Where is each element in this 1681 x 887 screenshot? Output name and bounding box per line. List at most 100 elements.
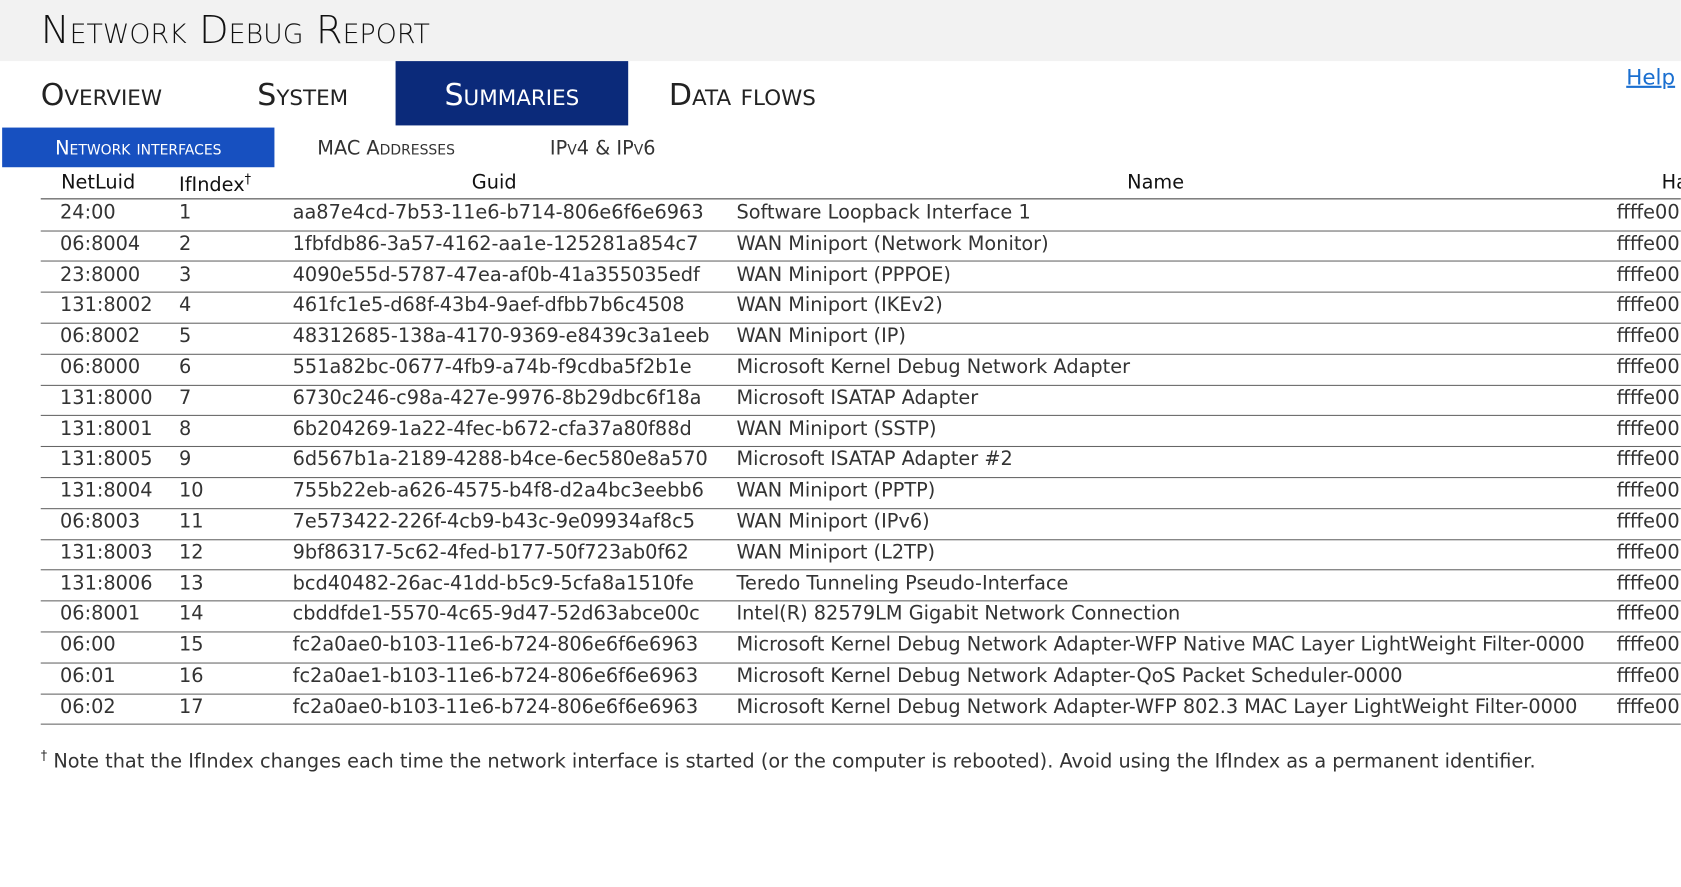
cell: 15 xyxy=(179,633,204,657)
dagger: † xyxy=(244,171,252,187)
cell: ffffe00b xyxy=(1616,664,1681,688)
cell: 11 xyxy=(179,510,204,533)
cell: Software Loopback Interface 1 xyxy=(736,201,1031,225)
cell: Microsoft Kernel Debug Network Adapter-Q… xyxy=(736,664,1403,688)
cell: 6 xyxy=(179,355,192,379)
subtab[interactable]: MAC Addresses xyxy=(317,137,455,160)
row-rule xyxy=(40,693,1681,695)
tab[interactable]: Data flows xyxy=(668,77,816,113)
cell: Teredo Tunneling Pseudo-Interface xyxy=(736,572,1069,595)
cell: 131:8004 xyxy=(60,479,153,502)
cell: 5 xyxy=(179,325,192,348)
cell: ffffe00b xyxy=(1616,325,1681,348)
cell: 131:8006 xyxy=(60,572,153,595)
cell: ffffe00b xyxy=(1616,294,1681,317)
cell: 3 xyxy=(179,263,192,286)
cell: 4090e55d-5787-47ea-af0b-41a355035edf xyxy=(292,263,700,286)
row-rule xyxy=(40,353,1681,355)
cell: aa87e4cd-7b53-11e6-b714-806e6f6e6963 xyxy=(292,201,704,225)
help-link[interactable]: Help xyxy=(1626,64,1676,91)
subtab[interactable]: IPv4 & IPv6 xyxy=(549,137,656,160)
cell: 6b204269-1a22-4fec-b672-cfa37a80f88d xyxy=(292,417,692,441)
column-header: Guid xyxy=(471,171,517,195)
cell: 6730c246-c98a-427e-9976-8b29dbc6f18a xyxy=(292,386,702,410)
header-rule xyxy=(40,198,1681,200)
cell: 551a82bc-0677-4fb9-a74b-f9cdba5f2b1e xyxy=(292,355,692,379)
cell: 06:8004 xyxy=(60,232,141,255)
cell: 4 xyxy=(179,294,192,317)
row-rule xyxy=(40,538,1681,540)
cell: 131:8002 xyxy=(60,294,153,317)
cell: 12 xyxy=(179,541,204,564)
column-header: Ha xyxy=(1661,171,1681,195)
cell: WAN Miniport (IPv6) xyxy=(736,510,930,533)
cell: fc2a0ae1-b103-11e6-b724-806e6f6e6963 xyxy=(292,664,699,688)
tab[interactable]: System xyxy=(257,77,349,113)
row-rule xyxy=(40,569,1681,571)
cell: ffffe00b xyxy=(1616,201,1681,225)
column-header: NetLuid xyxy=(61,171,136,195)
row-rule xyxy=(40,662,1681,664)
header-bar: Network Debug Report xyxy=(0,0,1681,62)
row-rule xyxy=(40,229,1681,232)
cell: 48312685-138a-4170-9369-e8439c3a1eeb xyxy=(292,325,710,348)
cell: 23:8000 xyxy=(60,263,141,286)
cell: WAN Miniport (SSTP) xyxy=(736,417,937,441)
cell: ffffe00b xyxy=(1616,602,1681,626)
cell: cbddfde1-5570-4c65-9d47-52d63abce00c xyxy=(292,602,700,626)
cell: WAN Miniport (IKEv2) xyxy=(736,294,943,317)
cell: ffffe00b xyxy=(1616,695,1681,719)
cell: 6d567b1a-2189-4288-b4ce-6ec580e8a570 xyxy=(292,448,708,472)
cell: ffffe00b xyxy=(1616,448,1681,472)
cell: 9bf86317-5c62-4fed-b177-50f723ab0f62 xyxy=(292,541,689,564)
cell: 06:8000 xyxy=(60,355,141,379)
cell: fc2a0ae0-b103-11e6-b724-806e6f6e6963 xyxy=(292,633,699,657)
column-header: IfIndex† xyxy=(179,171,252,197)
tab[interactable]: Summaries xyxy=(395,61,629,126)
cell: 2 xyxy=(179,232,192,255)
cell: Microsoft ISATAP Adapter xyxy=(736,386,979,410)
subtab[interactable]: Network interfaces xyxy=(2,127,275,168)
cell: 06:01 xyxy=(60,664,116,688)
row-rule xyxy=(40,415,1681,417)
cell: Microsoft ISATAP Adapter #2 xyxy=(736,448,1013,472)
cell: 131:8005 xyxy=(60,448,153,472)
cell: 14 xyxy=(179,602,204,626)
cell: ffffe00b xyxy=(1616,510,1681,533)
cell: 131:8001 xyxy=(60,417,153,441)
cell: Microsoft Kernel Debug Network Adapter xyxy=(736,355,1131,379)
cell: 131:8003 xyxy=(60,541,153,564)
cell: Microsoft Kernel Debug Network Adapter-W… xyxy=(736,695,1578,719)
cell: 1 xyxy=(179,201,192,225)
cell: WAN Miniport (IP) xyxy=(736,325,906,348)
cell: 06:8002 xyxy=(60,325,141,348)
cell: 06:8001 xyxy=(60,602,141,626)
tab[interactable]: Overview xyxy=(40,77,163,113)
cell: 8 xyxy=(179,417,192,441)
cell: 131:8000 xyxy=(60,386,153,410)
cell: WAN Miniport (PPPOE) xyxy=(736,263,951,286)
cell: 7 xyxy=(179,386,192,410)
column-header: Name xyxy=(1127,171,1185,195)
row-rule xyxy=(40,446,1681,448)
row-rule xyxy=(40,507,1681,509)
cell: ffffe00b xyxy=(1616,572,1681,595)
footnote-text: Note that the IfIndex changes each time … xyxy=(53,750,1536,773)
cell: ffffe00b xyxy=(1616,633,1681,657)
cell: bcd40482-26ac-41dd-b5c9-5cfa8a1510fe xyxy=(292,572,694,595)
cell: fc2a0ae0-b103-11e6-b724-806e6f6e6963 xyxy=(292,695,699,719)
row-rule xyxy=(40,322,1681,324)
title: Network Debug Report xyxy=(40,8,430,53)
row-rule xyxy=(40,384,1681,386)
row-rule xyxy=(40,723,1681,725)
row-rule xyxy=(40,260,1681,262)
cell: 755b22eb-a626-4575-b4f8-d2a4bc3eebb6 xyxy=(292,479,704,502)
cell: 24:00 xyxy=(60,201,116,225)
cell: ffffe00b xyxy=(1616,417,1681,441)
cell: 10 xyxy=(179,479,204,502)
cell: ffffe00b xyxy=(1616,386,1681,410)
cell: Microsoft Kernel Debug Network Adapter-W… xyxy=(736,633,1585,657)
cell: 9 xyxy=(179,448,192,472)
